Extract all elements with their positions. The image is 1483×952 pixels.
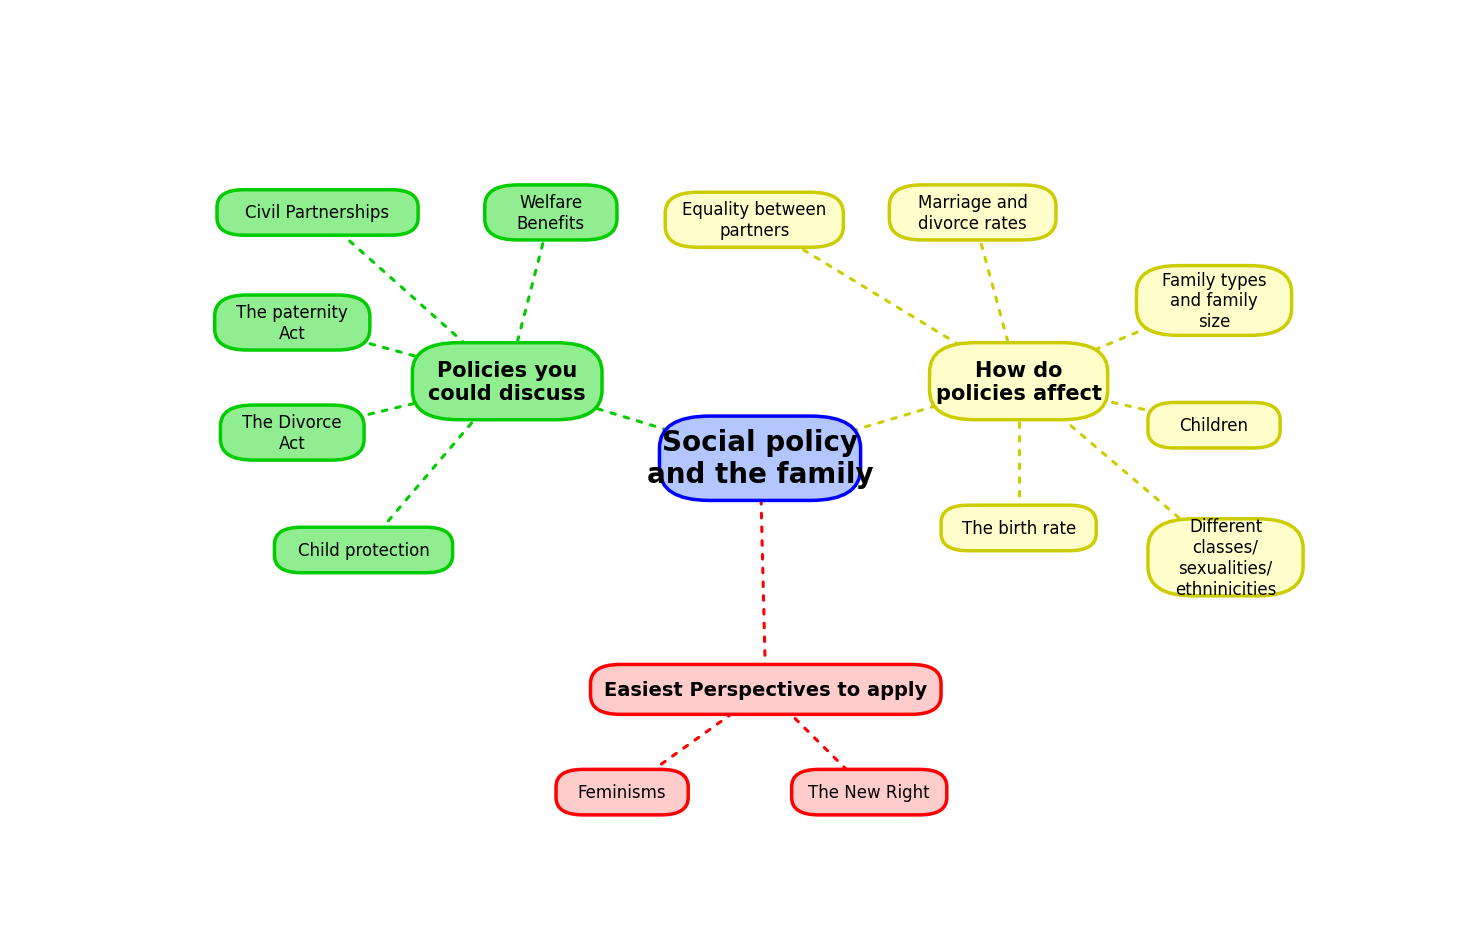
FancyBboxPatch shape [1148, 519, 1304, 596]
Text: Welfare
Benefits: Welfare Benefits [516, 194, 584, 232]
FancyBboxPatch shape [930, 344, 1108, 420]
FancyBboxPatch shape [666, 193, 844, 248]
Text: The birth rate: The birth rate [961, 520, 1075, 537]
FancyBboxPatch shape [942, 506, 1096, 551]
FancyBboxPatch shape [590, 664, 942, 715]
FancyBboxPatch shape [660, 417, 860, 501]
Text: Feminisms: Feminisms [578, 783, 666, 802]
FancyBboxPatch shape [485, 186, 617, 241]
FancyBboxPatch shape [221, 406, 365, 461]
Text: Easiest Perspectives to apply: Easiest Perspectives to apply [604, 680, 927, 699]
FancyBboxPatch shape [792, 769, 946, 815]
Text: The New Right: The New Right [808, 783, 930, 802]
Text: Civil Partnerships: Civil Partnerships [246, 205, 390, 222]
Text: How do
policies affect: How do policies affect [936, 360, 1102, 404]
FancyBboxPatch shape [412, 344, 602, 420]
FancyBboxPatch shape [217, 190, 418, 236]
FancyBboxPatch shape [556, 769, 688, 815]
FancyBboxPatch shape [1148, 403, 1280, 448]
FancyBboxPatch shape [890, 186, 1056, 241]
FancyBboxPatch shape [274, 527, 452, 573]
Text: Children: Children [1179, 417, 1249, 435]
Text: Equality between
partners: Equality between partners [682, 201, 826, 240]
Text: The paternity
Act: The paternity Act [236, 304, 349, 343]
Text: Family types
and family
size: Family types and family size [1161, 271, 1266, 331]
Text: Different
classes/
sexualities/
ethninicities: Different classes/ sexualities/ ethninic… [1175, 518, 1277, 598]
Text: Policies you
could discuss: Policies you could discuss [429, 360, 586, 404]
Text: Child protection: Child protection [298, 542, 430, 560]
FancyBboxPatch shape [1136, 267, 1292, 336]
FancyBboxPatch shape [215, 296, 369, 350]
Text: The Divorce
Act: The Divorce Act [242, 414, 343, 452]
Text: Marriage and
divorce rates: Marriage and divorce rates [918, 194, 1028, 232]
Text: Social policy
and the family: Social policy and the family [647, 428, 873, 489]
